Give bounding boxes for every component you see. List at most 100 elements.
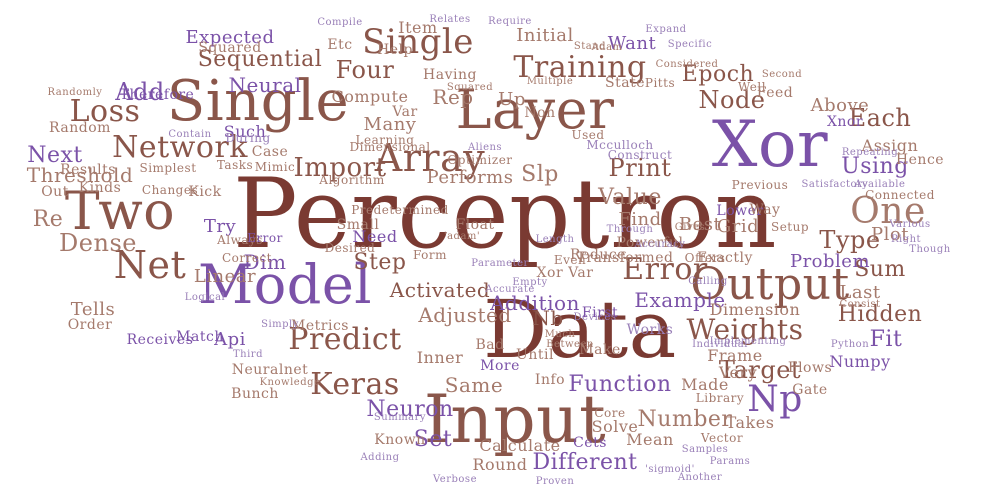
word: Up [498,89,526,110]
word: Training [513,50,647,85]
word: Keras [310,367,400,402]
word: Knowledge [259,377,321,388]
word: Net [113,243,187,287]
word: Try [203,216,237,237]
word: Changes [141,183,199,197]
word: More [480,358,520,374]
word: Expand [645,24,687,35]
word: Best [678,214,722,235]
word: Consist [839,299,881,310]
word: Python [830,339,870,350]
word: Activated [389,278,491,302]
word: Satisfactory [801,179,869,190]
word: Summary [373,412,427,423]
word: Takes [725,413,775,432]
word: Epoch [681,62,755,87]
word: Compile [317,17,363,28]
word: Need [352,227,398,246]
word: Neural [228,73,302,97]
word: Optimizer [447,153,513,167]
word: Implementing [709,336,787,347]
word: Fit [869,327,903,352]
word: Between [546,339,594,350]
word: Var [392,104,418,120]
word: Plot [871,224,909,245]
word: Non [524,105,556,121]
word: Even [553,253,587,267]
word: Item [398,18,438,37]
word: Linear [193,266,257,287]
word: Cets [573,435,607,451]
word: Target [718,356,802,384]
word: Flows [787,360,833,376]
word: Specific [667,39,713,50]
word: Number [637,407,733,432]
word: Another [677,472,723,483]
word: Learning [355,133,415,147]
word: Various [889,219,931,230]
word: Compute [331,87,409,106]
word: Threshold [26,163,134,187]
word: Construct [607,148,673,162]
word: Node [698,86,766,114]
word: Pitts [644,76,676,90]
word: Squared [446,82,494,93]
word: Single [362,22,474,62]
word: Case [251,144,289,160]
word: Kick [188,184,222,200]
word: Neuron [366,397,454,422]
word: Value [598,185,662,210]
word: Hence [895,152,945,168]
word: Want [607,33,657,54]
word: Match [176,329,224,345]
word: Stand [573,41,607,52]
word: Help [377,42,413,58]
word: Empty [512,277,548,288]
word: Last [839,282,881,303]
word: Random [49,120,111,136]
word: Dimension [709,300,801,319]
word: Multiple [526,76,574,87]
word: 'sigmoid' [645,464,695,475]
word: Initial [516,25,574,46]
word: Xor Var [536,265,594,281]
word: Accurate [485,284,535,295]
word: Four [335,56,395,84]
word: Reduce [570,247,626,263]
word: Core [594,406,626,420]
word: Metrics [291,318,349,334]
word: Using [841,154,909,179]
word: Order [67,317,113,333]
word: Float [455,217,495,233]
word: Info [534,372,566,388]
word: Feed [756,85,794,101]
word: Make [579,342,621,358]
word: Simply [261,319,299,330]
word: Previous [731,178,789,192]
word: Tasks [216,158,254,172]
word: Data [483,283,677,376]
word: Devices [573,312,617,323]
word: Known [374,432,426,448]
word: Example [634,288,726,312]
word: Bunch [231,386,279,402]
word: Performs [426,167,514,188]
word: Frame [707,346,763,365]
word: Xnor [826,114,864,130]
word: Desired [324,241,376,255]
word: During [225,131,271,145]
word: Predict [288,322,402,357]
word: Expected [185,27,275,48]
word: Accuracy [634,239,686,250]
word: Import [293,153,387,183]
word: Squared [198,40,262,56]
word: Same [444,373,504,397]
word: State [605,75,645,91]
word: Very [718,363,758,382]
word: Adjusted [418,303,512,327]
word: Calling [688,276,728,287]
word: Third [233,349,263,360]
word: Therefore [119,87,195,103]
word: Mean [626,430,674,449]
